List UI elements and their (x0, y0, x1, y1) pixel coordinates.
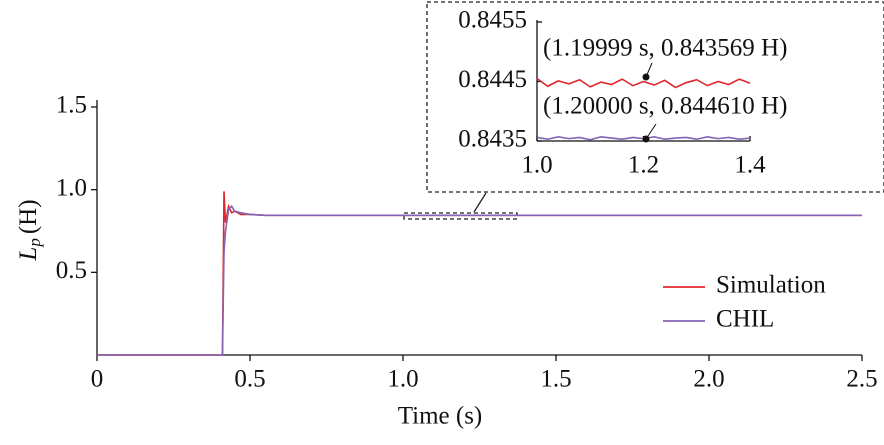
x-tick-label: 2.5 (846, 366, 877, 393)
series-line (536, 77, 751, 89)
x-tick-label: 1.2 (628, 152, 659, 179)
zoom-connector (473, 192, 487, 213)
annotation: (1.19999 s, 0.843569 H) (543, 35, 787, 62)
y-tick-label: 1.5 (56, 92, 87, 119)
x-tick-label: 0 (91, 366, 104, 393)
legend-label: CHIL (716, 306, 774, 333)
x-tick-label: 1.5 (540, 366, 571, 393)
y-tick-label: 1.0 (56, 174, 87, 201)
y-axis-label: Lp (H) (15, 199, 44, 261)
x-tick-label: 1.0 (521, 152, 552, 179)
annotation-dot (642, 135, 650, 143)
inset-frame (426, 1, 884, 193)
x-tick-label: 0.5 (234, 366, 265, 393)
legend-label: Simulation (716, 272, 826, 299)
annotation-dot (642, 73, 650, 81)
series-line (97, 204, 862, 356)
y-tick-label: 0.8435 (458, 126, 527, 153)
y-tick-label: 0.8455 (458, 7, 527, 34)
annotation: (1.20000 s, 0.844610 H) (543, 93, 787, 120)
x-tick-label: 2.0 (693, 366, 724, 393)
x-axis-label: Time (s) (398, 403, 483, 430)
y-tick-label: 0.8445 (458, 66, 527, 93)
x-tick-label: 1.0 (387, 366, 418, 393)
y-label-symbol: L (15, 247, 42, 262)
x-tick-label: 1.4 (734, 152, 766, 179)
y-label-unit: (H) (15, 199, 42, 234)
y-tick-label: 0.5 (56, 257, 87, 284)
y-label-sub: p (25, 238, 44, 248)
